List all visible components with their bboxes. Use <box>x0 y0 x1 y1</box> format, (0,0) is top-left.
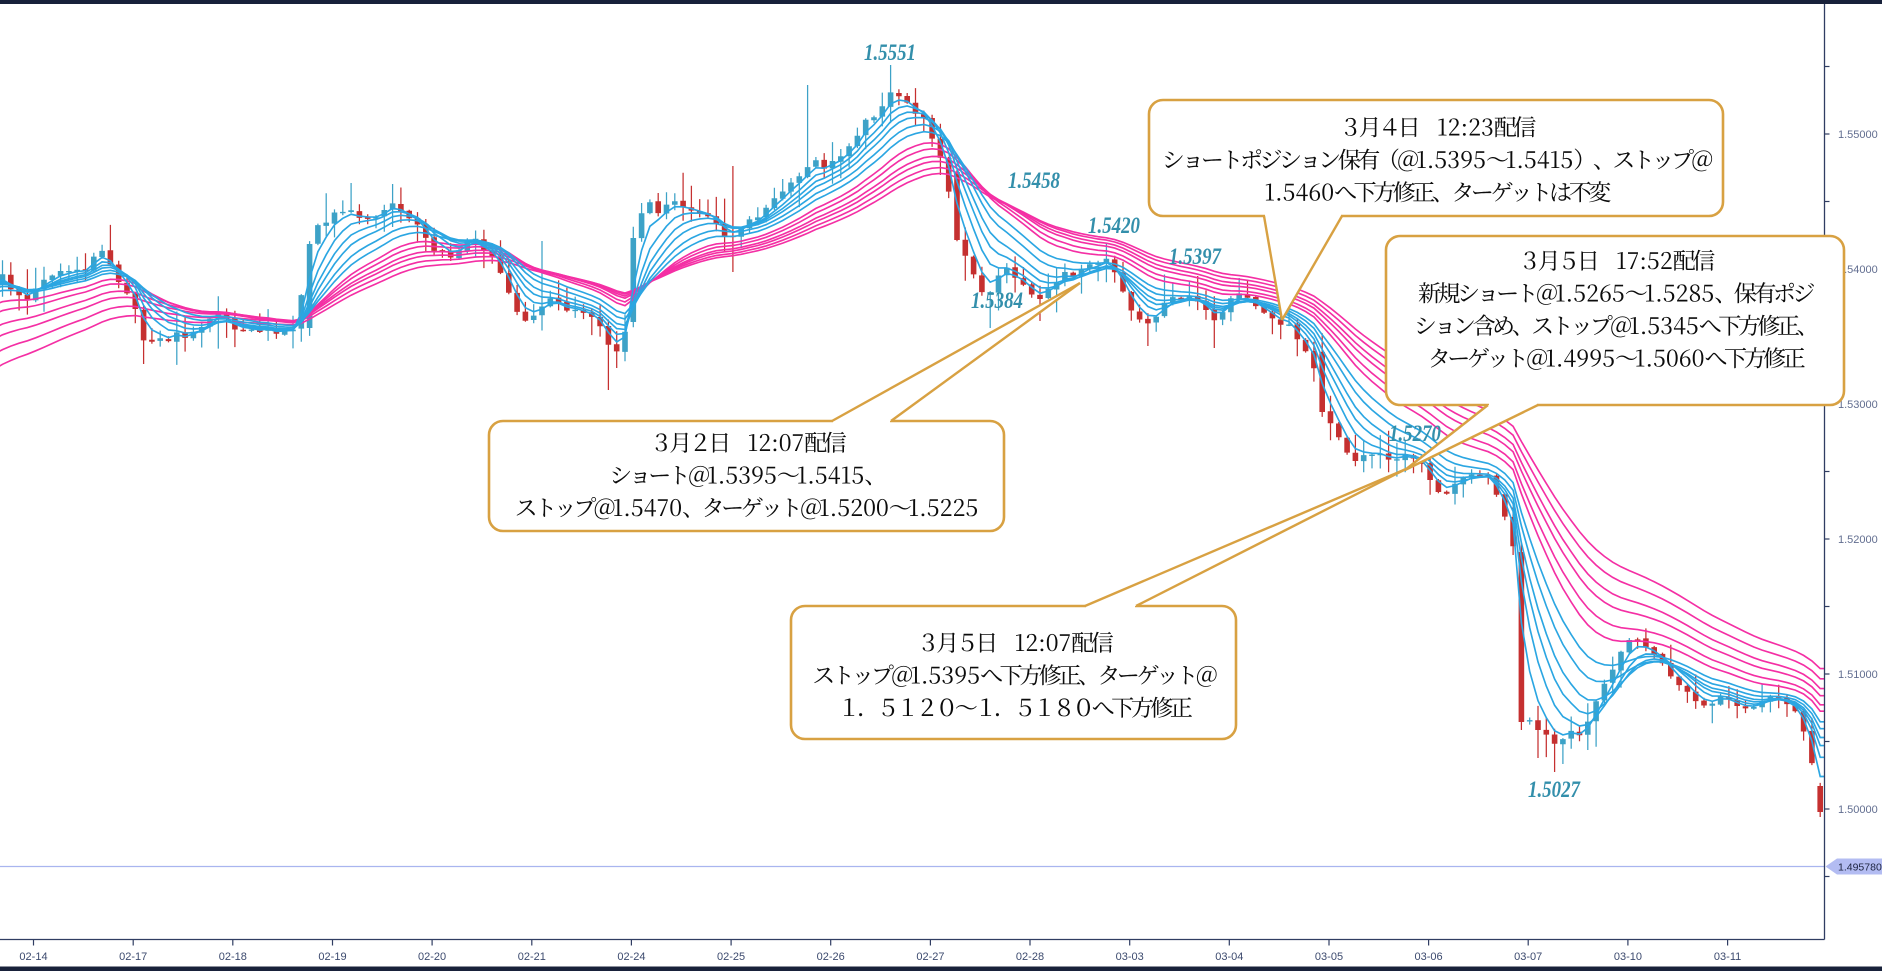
svg-text:02-27: 02-27 <box>916 951 944 963</box>
svg-text:02-25: 02-25 <box>717 951 745 963</box>
svg-text:1.52000: 1.52000 <box>1838 534 1878 546</box>
svg-text:1.55000: 1.55000 <box>1838 129 1878 141</box>
svg-text:1.50000: 1.50000 <box>1838 804 1878 816</box>
svg-text:03-05: 03-05 <box>1315 951 1343 963</box>
svg-text:02-21: 02-21 <box>518 951 546 963</box>
svg-text:02-17: 02-17 <box>119 951 147 963</box>
svg-text:1.5027: 1.5027 <box>1528 777 1581 802</box>
svg-text:02-24: 02-24 <box>617 951 645 963</box>
svg-text:03-07: 03-07 <box>1514 951 1542 963</box>
svg-text:1.495780: 1.495780 <box>1838 862 1882 874</box>
svg-text:1.5270: 1.5270 <box>1389 421 1441 446</box>
svg-text:03-10: 03-10 <box>1614 951 1642 963</box>
svg-text:02-20: 02-20 <box>418 951 446 963</box>
svg-text:02-28: 02-28 <box>1016 951 1044 963</box>
svg-text:1.51000: 1.51000 <box>1838 669 1878 681</box>
svg-text:02-18: 02-18 <box>219 951 247 963</box>
svg-text:03-11: 03-11 <box>1714 951 1741 963</box>
svg-text:1.5420: 1.5420 <box>1088 213 1140 238</box>
svg-text:02-19: 02-19 <box>318 951 346 963</box>
svg-text:1.5551: 1.5551 <box>864 40 916 65</box>
svg-text:03-03: 03-03 <box>1116 951 1144 963</box>
svg-text:1.53000: 1.53000 <box>1838 399 1878 411</box>
svg-text:1.5384: 1.5384 <box>971 288 1023 313</box>
svg-text:02-26: 02-26 <box>817 951 845 963</box>
svg-text:1.5397: 1.5397 <box>1169 244 1222 269</box>
svg-text:03-04: 03-04 <box>1215 951 1243 963</box>
svg-text:1.5458: 1.5458 <box>1008 168 1060 193</box>
svg-text:02-14: 02-14 <box>19 951 47 963</box>
svg-text:03-06: 03-06 <box>1415 951 1443 963</box>
svg-text:1.54000: 1.54000 <box>1838 264 1878 276</box>
